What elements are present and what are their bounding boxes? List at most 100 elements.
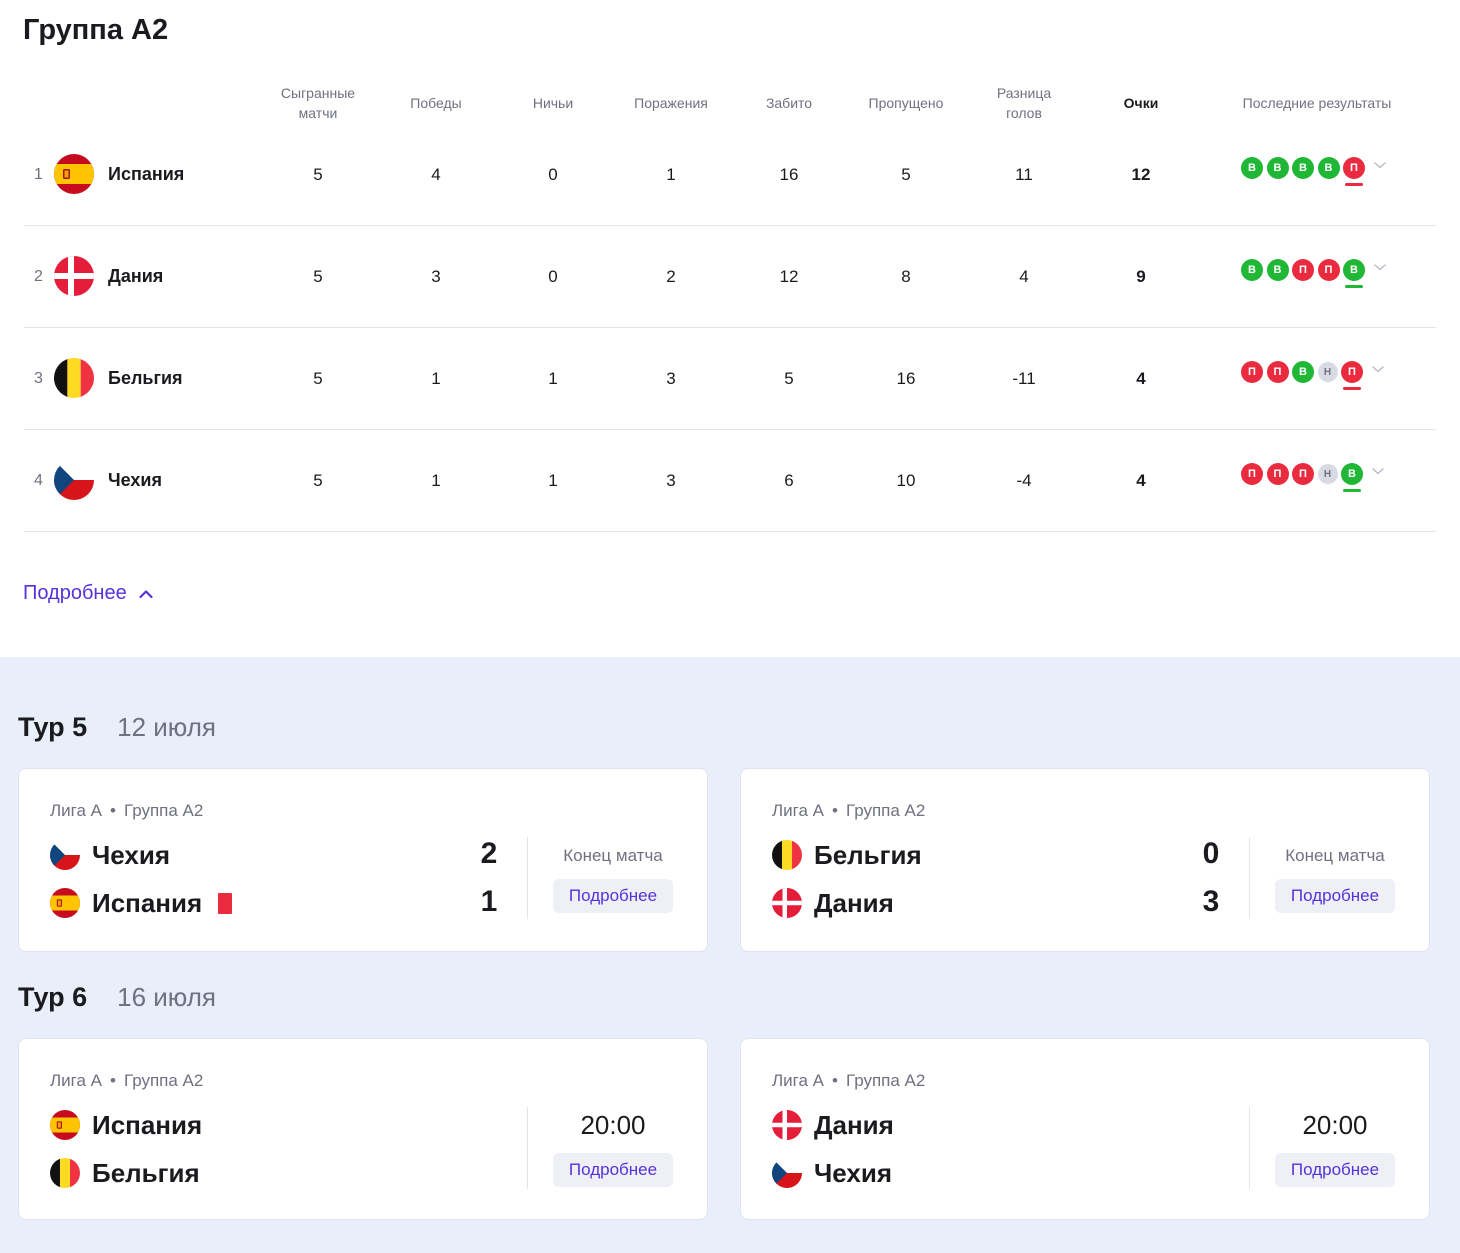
round-date: 12 июля xyxy=(117,712,216,742)
match-card[interactable]: Лига A • Группа A2 Бельгия Дания 0 3 Конец матч… xyxy=(740,768,1430,952)
form-badge[interactable]: В xyxy=(1292,361,1314,383)
form-badge[interactable]: П xyxy=(1341,361,1363,390)
league-name[interactable]: Лига A xyxy=(50,1071,102,1090)
team-name[interactable]: Дания xyxy=(108,266,164,286)
table-row[interactable]: 3 Бельгия 5 1 1 3 5 16 -11 4 П П В Н П xyxy=(24,328,1436,430)
cell-draws: 0 xyxy=(548,266,558,286)
match-card[interactable]: Лига A • Группа A2 Дания Чехия 20:00 Подробнее xyxy=(740,1038,1430,1220)
col-header-conceded: Пропущено xyxy=(868,95,944,111)
match-card[interactable]: Лига A • Группа A2 Испания Бельгия 20:00 Подро… xyxy=(18,1038,708,1220)
cell-conceded: 8 xyxy=(901,266,911,286)
match-card[interactable]: Лига A • Группа A2 Чехия Испания 2 1 Конец матч… xyxy=(18,768,708,952)
details-button[interactable]: Подробнее xyxy=(553,1153,673,1187)
chevron-down-icon[interactable] xyxy=(1371,364,1385,374)
form-badge[interactable]: П xyxy=(1241,463,1263,485)
details-button[interactable]: Подробнее xyxy=(1275,1153,1395,1187)
chevron-down-icon[interactable] xyxy=(1373,160,1387,170)
form-badge[interactable]: В xyxy=(1341,463,1363,492)
away-team[interactable]: Дания xyxy=(772,888,894,918)
round-header: Тур 5 12 июля xyxy=(18,712,216,743)
red-card-icon xyxy=(218,892,233,914)
form-badge[interactable]: В xyxy=(1241,157,1263,179)
form-badge[interactable]: В xyxy=(1343,259,1365,288)
cell-diff: -11 xyxy=(1012,368,1036,388)
cell-points: 9 xyxy=(1136,266,1146,286)
breadcrumb: Лига A • Группа A2 xyxy=(50,801,203,821)
home-team[interactable]: Дания xyxy=(772,1110,894,1140)
round-title: Тур 5 xyxy=(18,712,88,742)
league-name[interactable]: Лига A xyxy=(772,1071,824,1090)
details-button[interactable]: Подробнее xyxy=(553,879,673,913)
team-name[interactable]: Испания xyxy=(108,164,185,184)
match-status: Конец матча xyxy=(563,846,663,865)
away-team[interactable]: Чехия xyxy=(772,1158,892,1188)
league-name[interactable]: Лига A xyxy=(50,801,102,820)
away-team-name: Чехия xyxy=(814,1157,892,1188)
group-name[interactable]: Группа A2 xyxy=(123,1071,204,1090)
flag-belgium-icon xyxy=(50,1158,80,1188)
cell-draws: 0 xyxy=(548,164,558,184)
cell-scored: 5 xyxy=(784,368,794,388)
form-badge[interactable]: В xyxy=(1317,157,1340,179)
kickoff-time: 20:00 xyxy=(580,1110,646,1140)
form-badge[interactable]: П xyxy=(1292,463,1314,485)
group-name[interactable]: Группа A2 xyxy=(123,801,204,820)
flag-czech-icon xyxy=(50,840,80,870)
away-team[interactable]: Испания xyxy=(50,888,233,918)
round-header: Тур 6 16 июля xyxy=(18,982,216,1013)
cell-points: 4 xyxy=(1136,470,1146,490)
form-badge[interactable]: П xyxy=(1266,463,1289,485)
flag-spain-icon xyxy=(50,888,80,918)
cell-points: 4 xyxy=(1136,368,1146,388)
form-badge[interactable]: П xyxy=(1343,157,1365,186)
form-badge[interactable]: В xyxy=(1292,157,1314,179)
form-badge[interactable]: П xyxy=(1317,259,1340,281)
more-details-toggle[interactable]: Подробнее xyxy=(23,582,153,605)
table-row[interactable]: 2 Дания 5 3 0 2 12 8 4 9 В В П П В xyxy=(24,226,1436,328)
cell-wins: 1 xyxy=(431,368,441,388)
team-name[interactable]: Чехия xyxy=(108,470,162,490)
chevron-down-icon[interactable] xyxy=(1371,466,1385,476)
form-badge[interactable]: В xyxy=(1266,157,1289,179)
group-name[interactable]: Группа A2 xyxy=(845,801,926,820)
away-score: 1 xyxy=(480,885,498,918)
form-badge[interactable]: П xyxy=(1266,361,1289,383)
breadcrumb: Лига A • Группа A2 xyxy=(772,801,925,821)
separator-dot: • xyxy=(832,1071,838,1090)
table-row[interactable]: 4 Чехия 5 1 1 3 6 10 -4 4 П П П Н В xyxy=(24,430,1436,532)
divider xyxy=(1249,837,1250,919)
team-name[interactable]: Бельгия xyxy=(108,368,183,388)
home-team[interactable]: Чехия xyxy=(50,840,170,870)
away-team[interactable]: Бельгия xyxy=(50,1158,200,1188)
position-number: 1 xyxy=(34,165,43,183)
form-badge[interactable]: Н xyxy=(1317,464,1338,484)
cell-wins: 4 xyxy=(431,164,441,184)
form-badge[interactable]: В xyxy=(1266,259,1289,281)
form-badge[interactable]: Н xyxy=(1317,362,1338,382)
col-header-played: Сыгранные матчи xyxy=(280,85,356,121)
home-team[interactable]: Испания xyxy=(50,1110,202,1140)
group-title: Группа A2 xyxy=(23,14,169,46)
cell-losses: 3 xyxy=(666,470,676,490)
chevron-down-icon[interactable] xyxy=(1373,262,1387,272)
details-button[interactable]: Подробнее xyxy=(1275,879,1395,913)
form-badge[interactable]: В xyxy=(1241,259,1263,281)
form-badge[interactable]: П xyxy=(1241,361,1263,383)
flag-czech-icon xyxy=(772,1158,802,1188)
group-name[interactable]: Группа A2 xyxy=(845,1071,926,1090)
kickoff-time: 20:00 xyxy=(1302,1110,1368,1140)
home-team[interactable]: Бельгия xyxy=(772,840,922,870)
form-badge[interactable]: П xyxy=(1292,259,1314,281)
cell-wins: 3 xyxy=(431,266,441,286)
chevron-up-icon xyxy=(139,589,153,598)
home-team-name: Дания xyxy=(814,1109,894,1140)
cell-diff: -4 xyxy=(1016,470,1032,490)
table-row[interactable]: 1 Испания 5 4 0 1 16 5 11 12 В В В В П xyxy=(24,124,1436,226)
separator-dot: • xyxy=(832,801,838,820)
col-header-goal-diff: Разница голов xyxy=(996,85,1052,121)
league-name[interactable]: Лига A xyxy=(772,801,824,820)
breadcrumb: Лига A • Группа A2 xyxy=(772,1071,925,1091)
position-number: 2 xyxy=(34,267,43,285)
